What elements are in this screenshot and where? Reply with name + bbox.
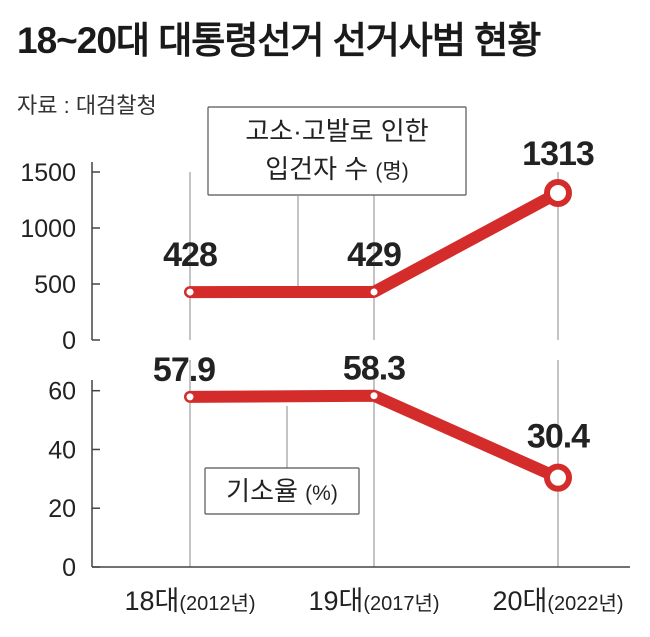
series-label-box — [204, 467, 360, 515]
y-tick-label: 1000 — [20, 215, 76, 243]
data-point-marker — [544, 463, 572, 492]
data-label: 30.4 — [527, 418, 590, 456]
y-tick-label: 0 — [62, 554, 76, 582]
data-label: 1313 — [522, 135, 594, 173]
source-note: 자료 : 대검찰청 — [17, 93, 157, 118]
y-tick-label: 60 — [48, 378, 76, 406]
series-label-line1: 고소·고발로 인한 — [245, 116, 428, 146]
data-point — [186, 393, 194, 401]
y-tick-label: 20 — [48, 495, 76, 523]
data-label: 58.3 — [343, 350, 405, 388]
series-label-box — [207, 106, 467, 196]
y-tick-label: 0 — [62, 327, 76, 355]
x-category-label: 20대(2022년) — [492, 586, 623, 616]
chart-title: 18~20대 대통령선거 선거사범 현황 — [17, 20, 541, 61]
data-label: 429 — [347, 236, 401, 274]
y-tick-label: 500 — [34, 271, 76, 299]
data-point — [186, 288, 194, 296]
data-point — [370, 288, 378, 296]
data-point-marker — [544, 178, 572, 207]
data-point — [370, 392, 378, 400]
y-tick-label: 40 — [48, 436, 76, 464]
data-label: 428 — [163, 236, 217, 274]
x-category-label: 19대(2017년) — [308, 586, 439, 616]
series-label: 기소율 (%) — [226, 476, 338, 506]
x-category-label: 18대(2012년) — [124, 586, 255, 616]
series-label-line2: 입건자 수 (명) — [265, 154, 408, 184]
data-label: 57.9 — [153, 351, 215, 389]
y-tick-label: 1500 — [20, 159, 76, 187]
